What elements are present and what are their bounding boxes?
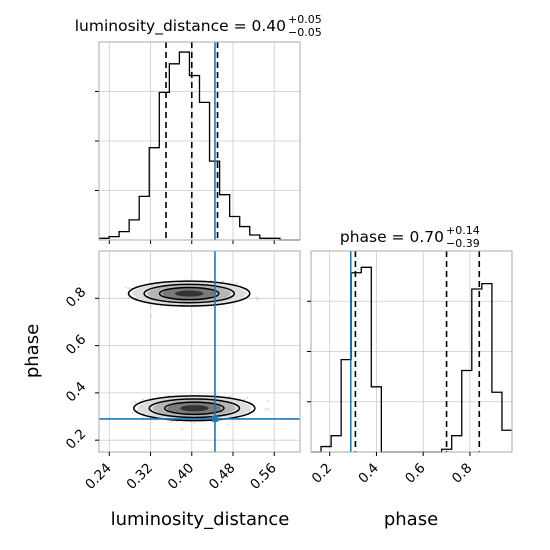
scatter-sample-point — [150, 315, 153, 317]
scatter-sample-point — [136, 409, 139, 412]
scatter-sample-point — [216, 394, 219, 397]
scatter-sample-point — [256, 298, 259, 301]
phase-histogram-line — [311, 266, 512, 453]
scatter-xtick-label-4: 0.48 — [206, 460, 239, 493]
contour-1-2 — [143, 283, 236, 304]
scatter-sample-point — [221, 280, 224, 283]
scatter-xtick-label-5: 0.56 — [247, 460, 280, 493]
density-level-2-4 — [180, 405, 209, 412]
scatter-sample-point — [243, 398, 246, 401]
scatter-sample-point — [229, 395, 232, 398]
luminosity-distance-histogram-panel: luminosity_distance = 0.40 +0.05 −0.05 — [75, 13, 322, 244]
joint-scatter-frame — [98, 250, 301, 453]
phase-hist-xtick-label-4: 0.8 — [449, 460, 476, 487]
scatter-sample-point — [226, 423, 229, 426]
luminosity-distance-histogram-line — [99, 51, 300, 241]
scatter-sample-point — [131, 412, 134, 414]
contour-2-3 — [163, 401, 225, 416]
luminosity-distance-title-lower: −0.05 — [288, 26, 322, 39]
y-axis-label-phase: phase — [22, 324, 43, 378]
scatter-sample-point — [210, 279, 213, 282]
scatter-sample-point — [125, 286, 128, 289]
scatter-sample-point — [181, 427, 183, 430]
luminosity-distance-title: luminosity_distance = 0.40 — [75, 17, 286, 36]
scatter-xtick-label-3: 0.40 — [165, 460, 198, 493]
scatter-ytick-label-4: 0.8 — [63, 284, 90, 311]
scatter-sample-point — [266, 408, 269, 410]
scatter-ytick-label-2: 0.4 — [63, 379, 90, 406]
scatter-sample-point — [264, 408, 267, 411]
scatter-ytick-label-3: 0.6 — [63, 332, 90, 359]
phase-hist-xtick-label-2: 0.4 — [355, 460, 382, 487]
scatter-sample-point — [127, 287, 130, 290]
scatter-sample-point — [142, 398, 144, 401]
contour-2-1 — [132, 395, 256, 422]
phase-title-upper: +0.14 — [446, 224, 480, 237]
phase-hist-xtick-label-3: 0.6 — [402, 460, 429, 487]
luminosity-distance-histogram-frame — [98, 41, 301, 241]
contour-2-2 — [148, 398, 241, 419]
scatter-xtick-label-1: 0.24 — [82, 460, 115, 493]
scatter-xtick-label-2: 0.32 — [123, 460, 156, 493]
phase-histogram-panel: 0.2 0.4 0.6 0.8 phase = 0.70 +0.14 −0.39 — [307, 224, 513, 487]
scatter-sample-point — [193, 422, 196, 424]
x-axis-label-phase: phase — [384, 509, 438, 530]
scatter-sample-point — [170, 420, 173, 423]
joint-scatter-panel: 0.24 0.32 0.40 0.48 0.56 0.2 0.4 0.6 0.8 — [63, 250, 301, 493]
scatter-sample-point — [210, 308, 213, 310]
density-level-1-4 — [174, 290, 204, 297]
contour-1-3 — [158, 286, 220, 301]
luminosity-distance-title-upper: +0.05 — [288, 13, 322, 26]
scatter-sample-point — [150, 305, 152, 307]
scatter-sample-point — [246, 396, 249, 399]
scatter-sample-point — [168, 394, 170, 397]
contour-1-1 — [127, 280, 251, 307]
scatter-sample-point — [131, 402, 133, 404]
phase-hist-xtick-label-1: 0.2 — [309, 460, 336, 487]
scatter-sample-point — [246, 293, 249, 296]
phase-title-lower: −0.39 — [446, 237, 480, 250]
x-axis-label-luminosity-distance: luminosity_distance — [111, 509, 290, 530]
scatter-sample-point — [127, 297, 130, 299]
scatter-truth-marker — [211, 415, 218, 422]
phase-title: phase = 0.70 — [340, 228, 444, 246]
scatter-sample-point — [134, 401, 137, 404]
scatter-ytick-label-1: 0.2 — [63, 426, 90, 453]
scatter-sample-point — [235, 282, 238, 285]
scatter-sample-point — [267, 400, 269, 402]
scatter-sample-point — [256, 296, 258, 299]
